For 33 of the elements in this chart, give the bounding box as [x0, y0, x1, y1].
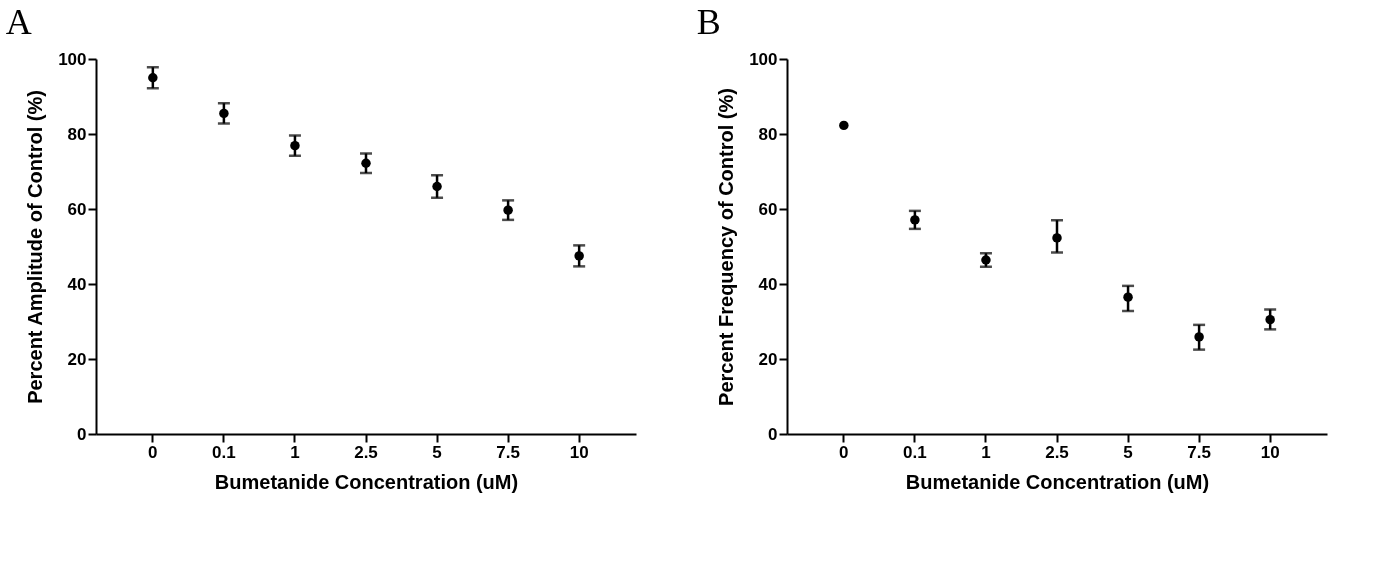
y-tick-label: 100 [749, 49, 778, 69]
y-tick-label: 60 [67, 199, 87, 219]
x-tick-label: 1 [290, 442, 300, 462]
x-tick-label: 0.1 [903, 442, 927, 462]
x-tick-label: 10 [569, 442, 589, 462]
x-tick-label: 2.5 [1045, 442, 1069, 462]
y-tick-label: 60 [758, 199, 778, 219]
x-tick-label: 0.1 [212, 442, 236, 462]
point [839, 120, 849, 131]
x-axis-title: Bumetanide Concentration (uM) [214, 470, 519, 493]
y-tick-label: 20 [67, 349, 87, 369]
x-axis-title: Bumetanide Concentration (uM) [905, 470, 1210, 493]
chart-title: A [5, 2, 32, 42]
x-tick-label: 0 [148, 442, 158, 462]
x-tick-label: 5 [1123, 442, 1133, 462]
x-tick-label: 7.5 [1187, 442, 1211, 462]
x-tick-label: 1 [981, 442, 991, 462]
x-tick-label: 10 [1260, 442, 1280, 462]
x-tick-label: 0 [839, 442, 849, 462]
y-tick-label: 0 [768, 424, 778, 444]
y-tick-label: 80 [67, 124, 87, 144]
y-axis-title: Percent Frequency of Control (%) [715, 88, 738, 406]
y-tick-label: 80 [758, 124, 778, 144]
y-tick-label: 40 [67, 274, 87, 294]
y-tick-label: 20 [758, 349, 778, 369]
x-tick-label: 5 [432, 442, 442, 462]
y-tick-label: 40 [758, 274, 778, 294]
y-tick-label: 100 [58, 49, 87, 69]
x-tick-label: 2.5 [354, 442, 378, 462]
y-axis-title: Percent Amplitude of Control (%) [24, 90, 47, 404]
x-tick-label: 7.5 [496, 442, 520, 462]
y-tick-label: 0 [77, 424, 87, 444]
chart-title: B [696, 2, 721, 42]
